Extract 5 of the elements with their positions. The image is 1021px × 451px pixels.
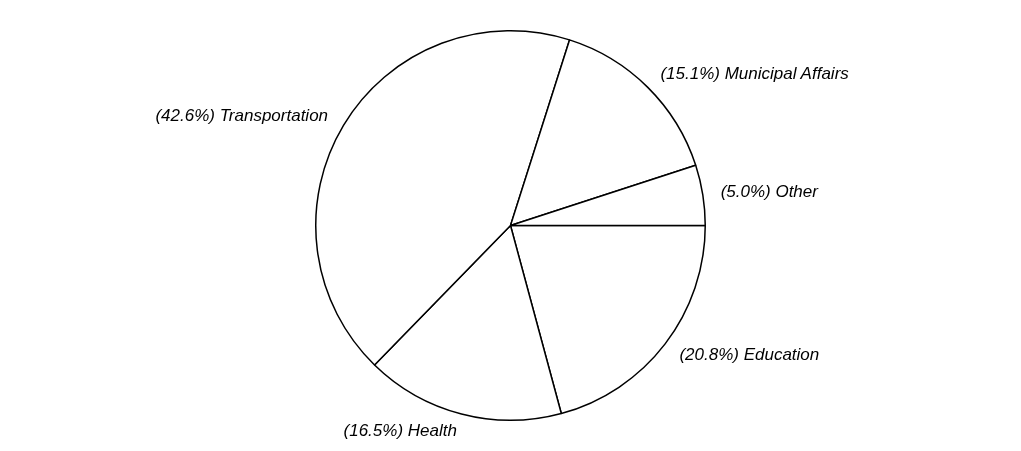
slice-label: (20.8%) Education xyxy=(679,344,820,364)
slice-label: (42.6%) Transportation xyxy=(155,105,329,125)
slice-label: (15.1%) Municipal Affairs xyxy=(660,64,850,84)
slice-label: (5.0%) Other xyxy=(720,181,820,201)
slice-label: (16.5%) Health xyxy=(343,421,457,441)
